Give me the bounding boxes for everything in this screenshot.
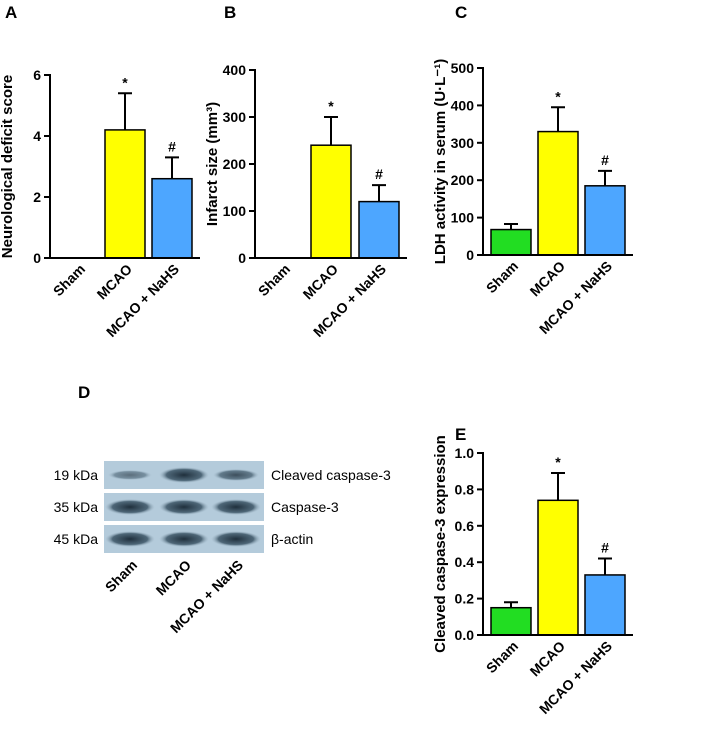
error-bar bbox=[551, 106, 565, 132]
error-bar bbox=[165, 156, 179, 179]
blot-band bbox=[159, 499, 209, 515]
panel-label: A bbox=[5, 3, 17, 22]
y-tick-label: 0.0 bbox=[455, 627, 475, 643]
lane-label: Sham bbox=[102, 557, 140, 595]
error-bar bbox=[504, 601, 518, 608]
blot-band bbox=[213, 469, 259, 481]
error-bar bbox=[372, 184, 386, 202]
y-tick-label: 400 bbox=[451, 97, 475, 113]
y-tick-label: 200 bbox=[451, 172, 475, 188]
x-tick-label: MCAO bbox=[527, 638, 569, 680]
axis-line bbox=[254, 69, 407, 259]
y-axis-label: LDH activity in serum (U·L⁻¹) bbox=[432, 59, 449, 264]
y-tick-label: 0 bbox=[238, 250, 246, 266]
blot-band bbox=[108, 470, 152, 480]
y-tick-label: 0.2 bbox=[455, 591, 475, 607]
y-tick-label: 500 bbox=[451, 60, 475, 76]
error-bar bbox=[118, 92, 132, 130]
y-tick-label: 300 bbox=[451, 135, 475, 151]
significance-mark: # bbox=[375, 166, 383, 182]
band-size: 19 kDa bbox=[54, 467, 99, 483]
axis-line bbox=[482, 67, 633, 256]
chart-panel: E Cleaved caspase-3 expression 0.0 0.2 0.4 0.… bbox=[432, 425, 633, 717]
chart-panel: A Neurological deficit score 0 2 4 6 Sham * MCAO… bbox=[0, 3, 200, 340]
bar bbox=[490, 606, 532, 636]
y-tick-label: 300 bbox=[223, 109, 247, 125]
significance-mark: * bbox=[122, 74, 128, 90]
y-tick-label: 100 bbox=[223, 203, 247, 219]
blot-panel: D 19 kDa 35 kDa 45 kDa Cleaved caspase-3… bbox=[54, 383, 391, 636]
protein-label: Caspase-3 bbox=[271, 499, 339, 515]
panel-label: B bbox=[224, 3, 236, 22]
significance-mark: # bbox=[601, 540, 609, 556]
significance-mark: * bbox=[328, 98, 334, 114]
band-size: 45 kDa bbox=[54, 531, 99, 547]
blot-band bbox=[159, 531, 209, 547]
bar bbox=[358, 200, 400, 259]
y-axis-label: Infarct size (mm³) bbox=[204, 102, 221, 226]
axis-line bbox=[49, 74, 200, 259]
lane-label: MCAO bbox=[153, 557, 195, 599]
error-bar bbox=[551, 472, 565, 501]
significance-mark: * bbox=[555, 454, 561, 470]
error-bar bbox=[598, 169, 612, 186]
y-tick-label: 0 bbox=[466, 247, 474, 263]
panel-label: E bbox=[455, 425, 466, 444]
y-tick-label: 100 bbox=[451, 210, 475, 226]
bar bbox=[151, 177, 193, 259]
error-bar bbox=[324, 116, 338, 146]
bar bbox=[537, 499, 579, 636]
blot-band bbox=[105, 531, 155, 547]
blot-band bbox=[105, 499, 155, 515]
protein-label: Cleaved caspase-3 bbox=[271, 467, 391, 483]
bar bbox=[104, 129, 146, 259]
significance-mark: * bbox=[555, 88, 561, 104]
bar bbox=[537, 130, 579, 256]
chart-panel: B Infarct size (mm³) 0 100 200 300 400 Sham * MCA… bbox=[204, 3, 407, 340]
y-tick-label: 0.4 bbox=[455, 554, 475, 570]
error-bar bbox=[504, 222, 518, 230]
bar bbox=[584, 574, 626, 636]
y-tick-label: 1.0 bbox=[455, 445, 475, 461]
bar bbox=[310, 144, 352, 259]
y-tick-label: 0 bbox=[33, 250, 41, 266]
x-tick-label: MCAO bbox=[527, 258, 569, 300]
x-tick-label: Sham bbox=[50, 261, 88, 299]
significance-mark: # bbox=[601, 152, 609, 168]
x-tick-label: Sham bbox=[255, 261, 293, 299]
y-tick-label: 0.8 bbox=[455, 481, 475, 497]
bar bbox=[490, 228, 532, 256]
y-tick-label: 6 bbox=[33, 67, 41, 83]
x-tick-label: MCAO bbox=[94, 261, 136, 303]
protein-label: β-actin bbox=[271, 531, 313, 547]
significance-mark: # bbox=[168, 138, 176, 154]
bar bbox=[584, 185, 626, 256]
y-tick-label: 4 bbox=[33, 128, 41, 144]
blot-band bbox=[211, 499, 261, 515]
blot-band bbox=[159, 467, 209, 483]
x-tick-label: Sham bbox=[483, 258, 521, 296]
y-tick-label: 200 bbox=[223, 156, 247, 172]
y-axis-label: Cleaved caspase-3 expression bbox=[432, 435, 449, 653]
y-tick-label: 400 bbox=[223, 62, 247, 78]
x-tick-label: Sham bbox=[483, 638, 521, 676]
y-tick-label: 0.6 bbox=[455, 518, 475, 534]
chart-panel: C LDH activity in serum (U·L⁻¹) 0 100 200 300… bbox=[432, 3, 633, 337]
panel-label: C bbox=[455, 3, 467, 22]
axis-line bbox=[482, 452, 633, 636]
error-bar bbox=[598, 557, 612, 575]
y-axis-label: Neurological deficit score bbox=[0, 75, 16, 258]
blot-band bbox=[211, 531, 261, 547]
y-tick-label: 2 bbox=[33, 189, 41, 205]
panel-label: D bbox=[78, 383, 90, 402]
band-size: 35 kDa bbox=[54, 499, 99, 515]
x-tick-label: MCAO bbox=[300, 261, 342, 303]
